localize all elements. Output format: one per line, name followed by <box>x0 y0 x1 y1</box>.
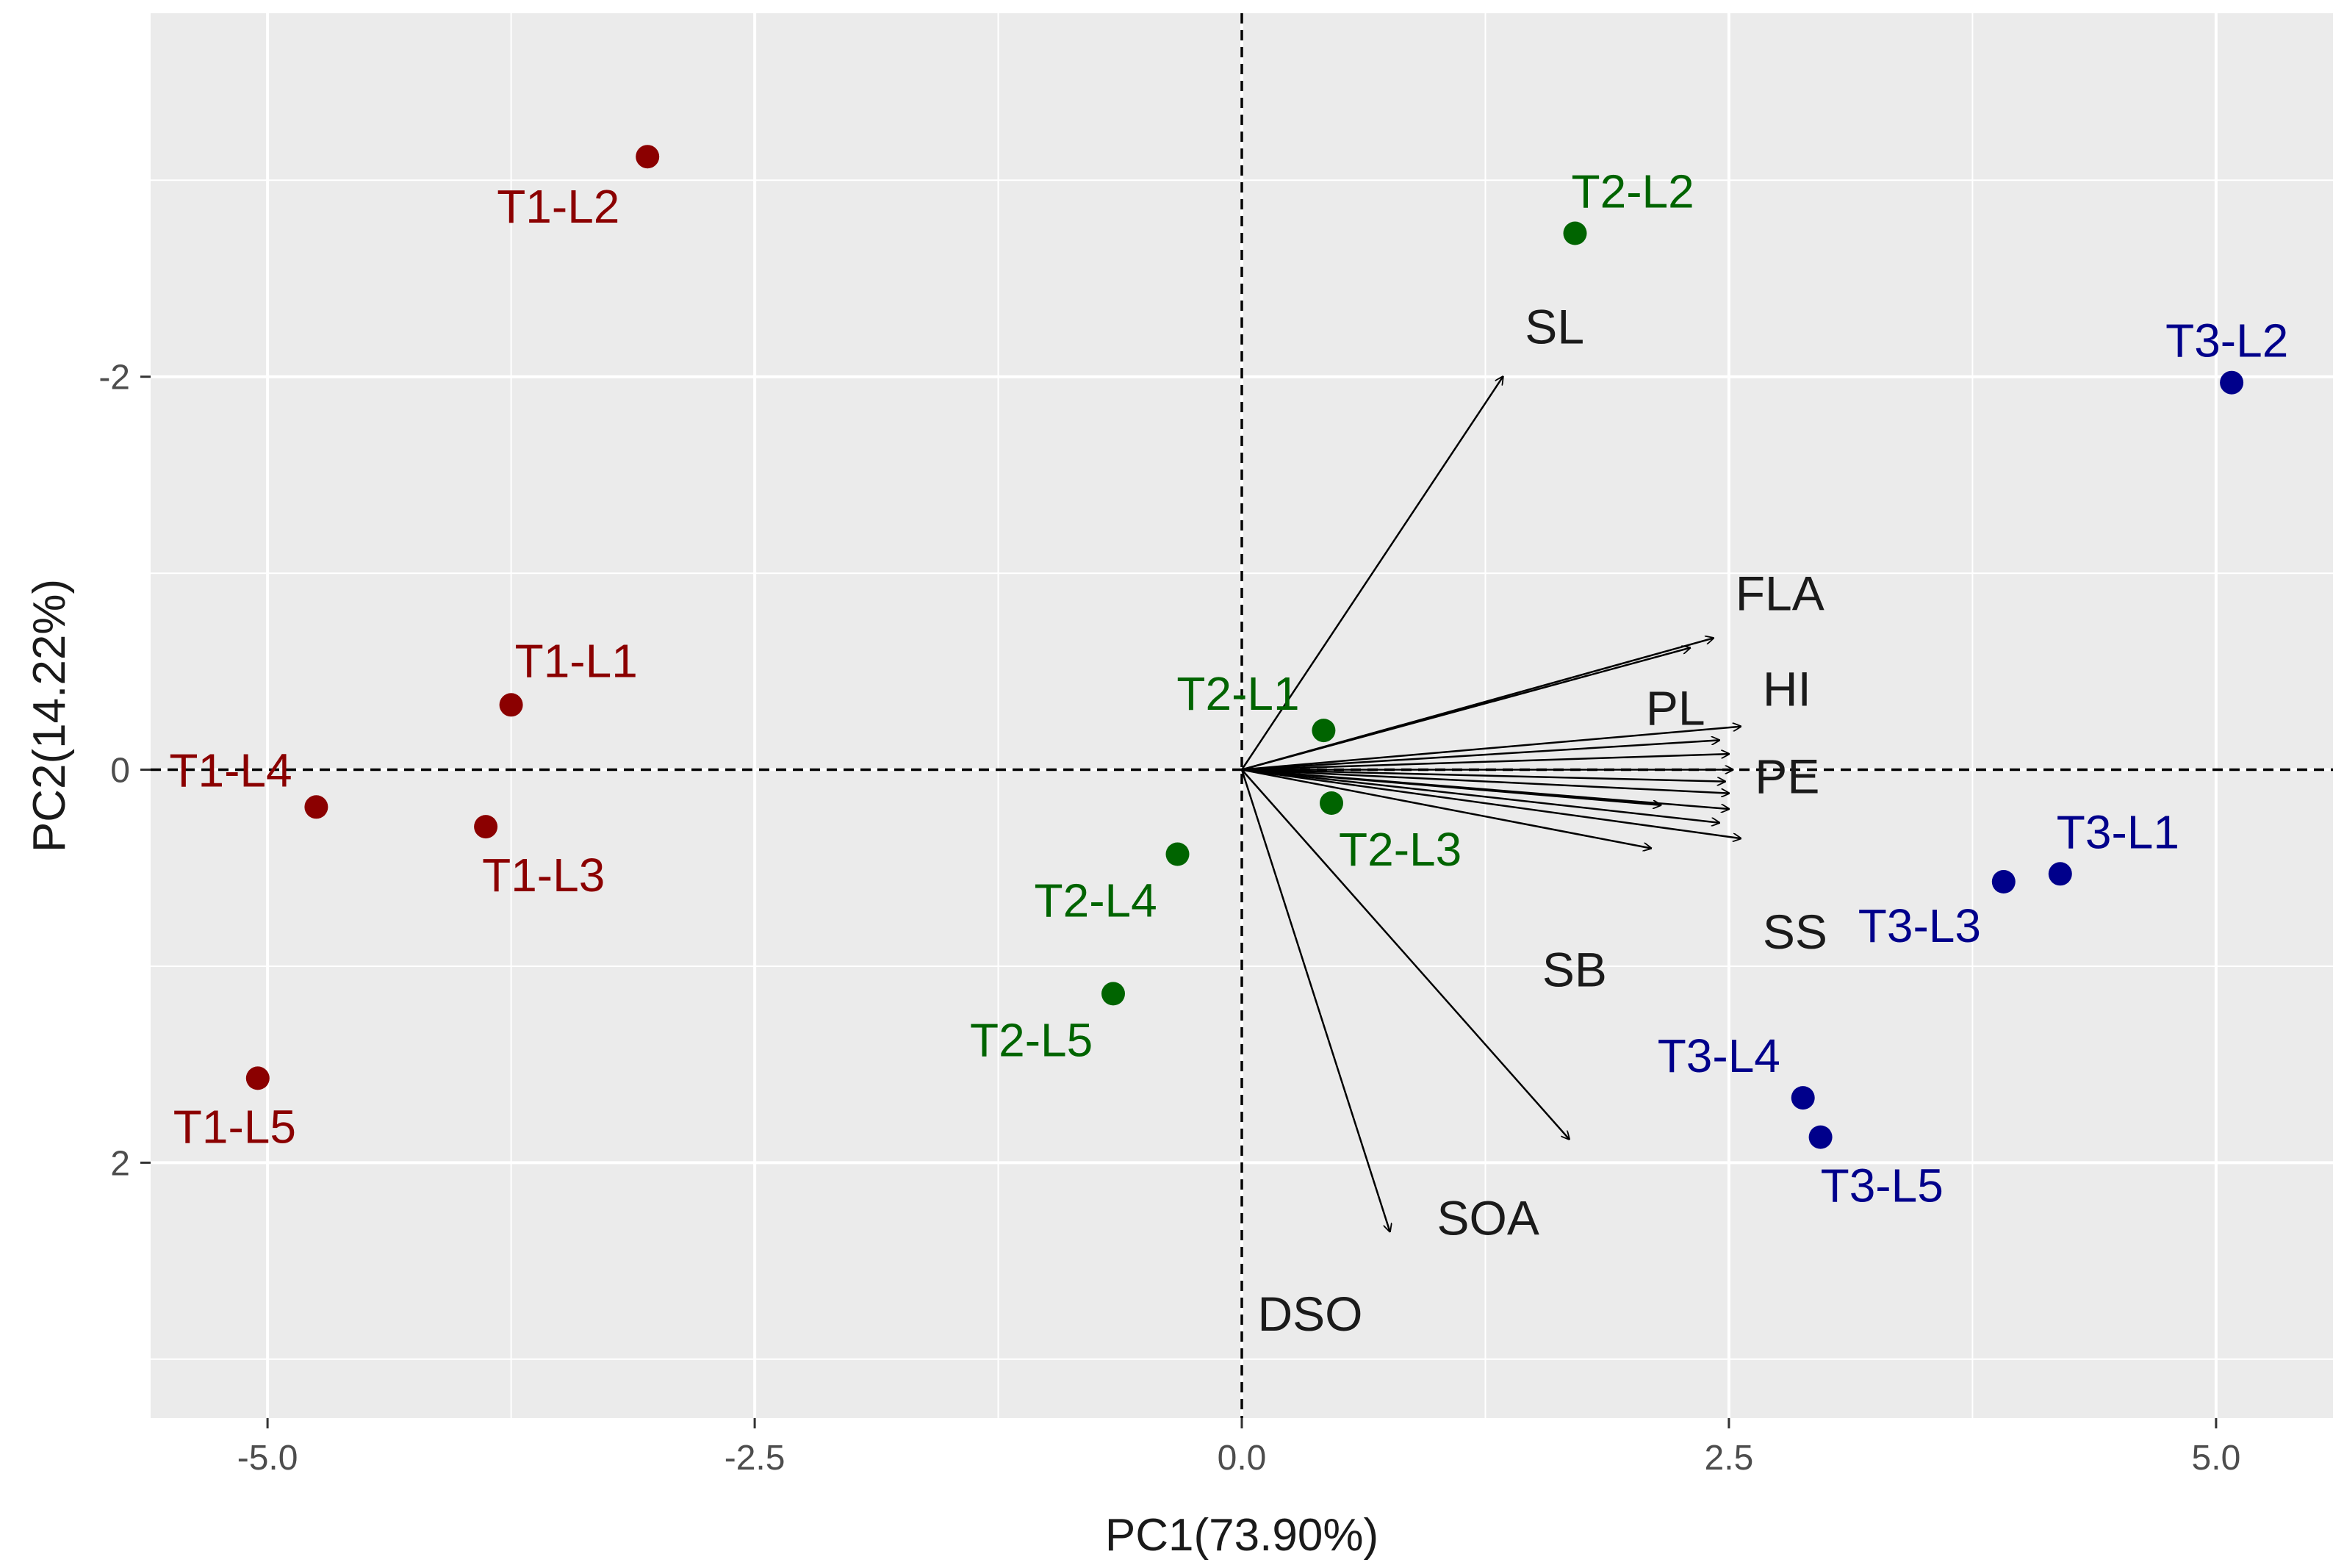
loading-arrow <box>1240 377 1503 771</box>
score-point-t2-l3 <box>1320 791 1343 815</box>
score-point-t3-l5 <box>1808 1125 1833 1149</box>
loading-arrow <box>1241 769 1729 794</box>
loading-label-soa: SOA <box>1437 1190 1539 1245</box>
score-point-t1-l3 <box>474 815 498 839</box>
score-point-t1-l1 <box>499 693 523 717</box>
loading-arrow <box>1241 769 1570 1140</box>
score-point-t1-l5 <box>245 1066 270 1090</box>
score-label-t1-l4: T1-L4 <box>169 744 292 796</box>
y-axis-title: PC2(14.22%) <box>24 579 75 852</box>
score-label-t3-l2: T3-L2 <box>2165 314 2288 367</box>
score-point-t1-l4 <box>304 795 328 819</box>
score-point-t2-l1 <box>1312 719 1336 743</box>
score-label-t1-l1: T1-L1 <box>515 634 638 687</box>
loading-label-pl: PL <box>1646 681 1705 736</box>
score-point-t3-l1 <box>2048 862 2072 886</box>
score-label-t1-l5: T1-L5 <box>173 1100 296 1153</box>
loading-label-sl: SL <box>1525 300 1584 354</box>
loading-label-ss: SS <box>1763 905 1827 959</box>
y-tick-label: 2 <box>110 1144 130 1183</box>
score-label-t3-l4: T3-L4 <box>1658 1029 1780 1082</box>
score-label-t2-l3: T2-L3 <box>1339 823 1462 876</box>
loading-arrow <box>1241 769 1651 849</box>
score-label-t2-l1: T2-L1 <box>1176 667 1299 720</box>
score-point-t2-l2 <box>1563 221 1587 245</box>
score-point-t3-l3 <box>1991 870 2016 893</box>
loading-arrow <box>1241 754 1729 771</box>
x-tick-label: 2.5 <box>1705 1439 1754 1478</box>
score-label-t2-l5: T2-L5 <box>970 1013 1093 1066</box>
x-axis-title: PC1(73.90%) <box>1105 1510 1378 1561</box>
loading-arrow <box>1240 769 1390 1232</box>
loading-arrow <box>1241 769 1719 823</box>
score-label-t3-l5: T3-L5 <box>1821 1159 1944 1212</box>
x-tick-label: -2.5 <box>725 1439 785 1478</box>
x-tick-label: 0.0 <box>1218 1439 1267 1478</box>
score-label-t2-l4: T2-L4 <box>1035 874 1157 927</box>
x-axis-ticks: -5.0 -2.5 0.0 2.5 5.0 <box>237 1418 2241 1478</box>
loading-arrow <box>1241 769 1725 782</box>
loading-arrow <box>1241 769 1741 839</box>
loading-label-dso: DSO <box>1258 1287 1363 1341</box>
y-axis-ticks: -2 0 2 <box>98 359 151 1183</box>
score-label-t2-l2: T2-L2 <box>1572 165 1694 218</box>
score-label-t3-l1: T3-L1 <box>2057 805 2179 858</box>
loading-label-sb: SB <box>1542 943 1607 997</box>
loading-arrows <box>1240 377 1741 1232</box>
loading-label-fla: FLA <box>1736 566 1824 620</box>
score-point-t3-l4 <box>1791 1086 1815 1110</box>
score-point-t1-l2 <box>636 145 660 169</box>
loading-arrow <box>1241 727 1741 771</box>
score-label-t3-l3: T3-L3 <box>1858 899 1981 952</box>
loading-arrow <box>1241 769 1661 805</box>
y-tick-label: 0 <box>110 752 130 791</box>
score-label-t1-l3: T1-L3 <box>482 849 605 902</box>
x-tick-label: -5.0 <box>237 1439 298 1478</box>
loading-label-pe: PE <box>1755 749 1819 804</box>
score-point-t2-l5 <box>1101 982 1125 1006</box>
loading-arrow <box>1241 740 1719 771</box>
x-tick-label: 5.0 <box>2192 1439 2241 1478</box>
y-tick-label: -2 <box>98 359 130 398</box>
score-points <box>245 145 2244 1149</box>
score-label-t1-l2: T1-L2 <box>497 180 619 233</box>
loading-arrow <box>1241 648 1690 771</box>
score-point-t3-l2 <box>2220 370 2244 395</box>
score-point-t2-l4 <box>1165 842 1190 866</box>
loading-labels: SL FLA PL HI PE SS SB SOA DSO <box>1258 300 1827 1341</box>
score-labels: T1-L1 T1-L2 T1-L3 T1-L4 T1-L5 T2-L1 T2-L2 T2-L3… <box>169 165 2288 1212</box>
loading-label-hi: HI <box>1763 662 1811 716</box>
